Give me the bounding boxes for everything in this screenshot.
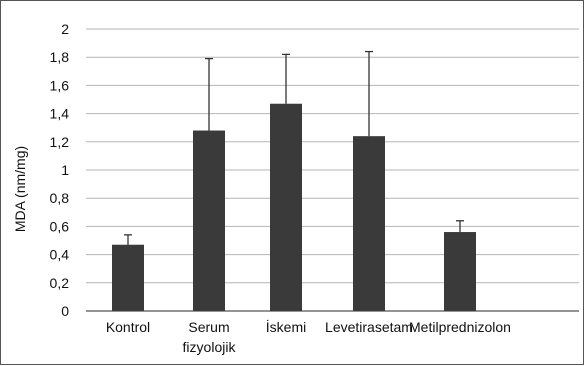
category-label: fizyolojik bbox=[183, 339, 237, 355]
bars bbox=[112, 103, 476, 311]
category-label: Levetirasetam bbox=[325, 319, 413, 335]
bar bbox=[444, 232, 476, 311]
y-tick-label: 0,2 bbox=[50, 275, 70, 291]
y-axis-title: MDA (nm/mg) bbox=[12, 146, 28, 232]
category-label: Serum bbox=[188, 319, 229, 335]
error-bar bbox=[205, 57, 213, 131]
category-label: Metilprednizolon bbox=[409, 319, 511, 335]
y-tick-label: 1 bbox=[61, 162, 69, 178]
bar bbox=[193, 130, 225, 311]
y-tick-label: 0,8 bbox=[50, 190, 70, 206]
error-bar bbox=[365, 50, 373, 137]
y-tick-label: 0,6 bbox=[50, 218, 70, 234]
error-bar bbox=[282, 53, 290, 104]
category-label: İskemi bbox=[266, 318, 306, 335]
error-bars bbox=[124, 50, 464, 245]
y-tick-label: 1,8 bbox=[50, 49, 70, 65]
error-bar bbox=[124, 234, 132, 245]
y-tick-labels: 0 0,2 0,4 0,6 0,8 1 1,2 1,4 1,6 1,8 2 bbox=[50, 21, 70, 319]
y-tick-label: 2 bbox=[61, 21, 69, 37]
y-tick-label: 0 bbox=[61, 303, 69, 319]
gridlines bbox=[86, 28, 579, 312]
bar bbox=[270, 103, 302, 311]
bar bbox=[112, 244, 144, 311]
y-tick-label: 1,4 bbox=[50, 106, 70, 122]
category-labels: Kontrol Serum fizyolojik İskemi Levetiraseta… bbox=[106, 318, 511, 355]
category-label: Kontrol bbox=[106, 319, 150, 335]
y-tick-label: 1,2 bbox=[50, 134, 70, 150]
y-tick-label: 0,4 bbox=[50, 247, 70, 263]
error-bar bbox=[456, 220, 464, 233]
bar bbox=[353, 136, 385, 311]
y-tick-label: 1,6 bbox=[50, 77, 70, 93]
